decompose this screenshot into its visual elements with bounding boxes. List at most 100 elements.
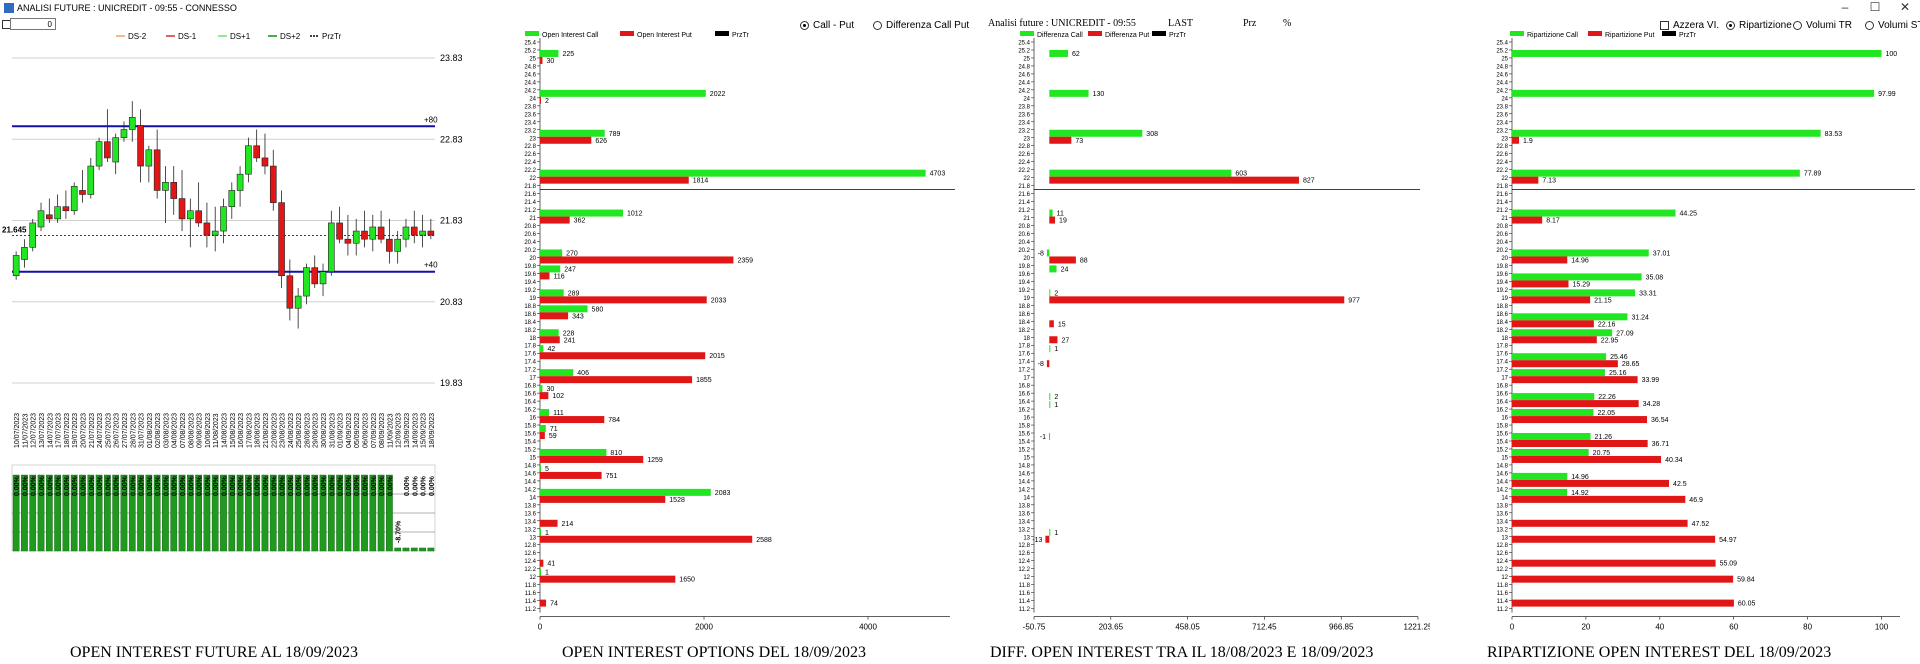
pct-bar — [178, 474, 186, 552]
strike-label: 23.2 — [1496, 128, 1508, 134]
number-field[interactable]: 0 — [10, 18, 56, 30]
call-value-label: 42 — [547, 346, 555, 353]
strike-label: 22.2 — [1018, 168, 1030, 174]
call-bar — [1512, 273, 1642, 281]
date-label: 18/08/2023 — [255, 413, 262, 448]
maximize-button[interactable]: ☐ — [1869, 0, 1881, 14]
strike-label: 20.2 — [1018, 248, 1030, 254]
strike-label: 14.6 — [524, 471, 536, 477]
date-label: 26/07/2023 — [114, 413, 121, 448]
date-label: 04/08/2023 — [172, 413, 179, 448]
candle-body — [187, 210, 194, 220]
pct-label: 0.00% — [205, 475, 212, 496]
strike-label: 20.8 — [1496, 224, 1508, 230]
put-value-label: 14.96 — [1571, 257, 1589, 264]
pct-label: 0.00% — [72, 475, 79, 496]
call-value-label: 25.16 — [1609, 370, 1627, 377]
strike-label: 20.6 — [524, 232, 536, 238]
minimize-button[interactable]: – — [1841, 0, 1849, 14]
put-bar — [1512, 575, 1734, 583]
strike-label: 19.6 — [1496, 272, 1508, 278]
strike-label: 17.6 — [1018, 352, 1030, 358]
strike-label: 16.2 — [524, 408, 536, 414]
call-value-label: 22.05 — [1597, 410, 1615, 417]
put-value-label: 116 — [554, 273, 565, 280]
strike-label: 20.2 — [1496, 248, 1508, 254]
date-label: 03/08/2023 — [163, 413, 170, 448]
put-value-label: 41 — [547, 561, 555, 568]
future-candlestick-chart: DS-2 DS-1 DS+1 DS+2 PrzTr 23.83 22.83 21.83 20.8… — [2, 32, 463, 552]
strike-label: 21 — [529, 216, 536, 222]
strike-label: 11.6 — [1497, 591, 1509, 597]
put-value-label: 1259 — [647, 457, 663, 464]
strike-label: 21.2 — [1018, 208, 1030, 214]
radio-call-put[interactable]: Call - Put — [800, 20, 854, 31]
radio-selected-icon — [1726, 21, 1735, 30]
pct-label: 0.00% — [163, 475, 170, 496]
call-value-label: 2083 — [715, 490, 731, 497]
put-bar — [540, 599, 547, 607]
strike-label: 17 — [1023, 376, 1030, 382]
pct-bar — [361, 474, 368, 552]
radio-volumi-st[interactable]: Volumi ST — [1865, 20, 1920, 31]
strike-label: 19.6 — [1018, 272, 1030, 278]
pct-bar — [286, 474, 294, 552]
pct-bar — [54, 474, 61, 552]
strike-label: 12.4 — [524, 559, 536, 565]
candle-body — [128, 117, 136, 130]
panel3-prz-label: Prz — [1243, 18, 1257, 29]
call-bar — [1049, 129, 1143, 137]
date-label: 14/09/2023 — [412, 413, 419, 448]
strike-label: 12.6 — [1018, 551, 1030, 557]
candle-body — [46, 214, 53, 220]
strike-label: 13 — [529, 535, 536, 541]
strike-label: 13 — [1501, 535, 1508, 541]
pct-bar — [402, 547, 410, 552]
call-value-label: 225 — [562, 51, 574, 58]
strike-label: 15.4 — [1018, 440, 1030, 446]
put-bar — [540, 56, 543, 64]
put-value-label: 40.34 — [1665, 457, 1683, 464]
candle-body — [352, 230, 360, 244]
call-value-label: 24 — [1061, 266, 1069, 273]
candle-body — [269, 165, 277, 203]
strike-label: 16.4 — [1496, 400, 1508, 406]
call-bar — [1512, 129, 1821, 137]
put-bar — [1049, 136, 1072, 144]
date-label: 10/08/2023 — [205, 413, 212, 448]
strike-label: 16.2 — [1018, 408, 1030, 414]
strike-label: 20.6 — [1018, 232, 1030, 238]
candle-body — [79, 190, 86, 195]
strike-label: 17 — [529, 376, 536, 382]
close-button[interactable]: ✕ — [1899, 0, 1911, 14]
call-value-label: 77.89 — [1804, 171, 1822, 178]
pct-bar — [211, 474, 219, 552]
strike-label: 18.6 — [1496, 312, 1508, 318]
strike-label: 17.2 — [1496, 368, 1508, 374]
strike-label: 22.4 — [1018, 160, 1030, 166]
radio-volumi-tr[interactable]: Volumi TR — [1793, 20, 1852, 31]
date-label: 25/08/2023 — [296, 413, 303, 448]
put-value-label: 88 — [1080, 257, 1088, 264]
candle-body — [178, 198, 186, 220]
call-bar — [540, 488, 711, 496]
x-tick-label: 0 — [1510, 623, 1515, 632]
call-bar — [1512, 472, 1568, 480]
pct-label: 0.00% — [255, 475, 262, 496]
panel3-last-label: LAST — [1168, 18, 1193, 29]
call-bar — [540, 409, 550, 417]
pct-label: 0.00% — [39, 475, 46, 496]
call-bar — [1512, 209, 1676, 217]
call-bar — [1049, 209, 1053, 217]
candle-body — [203, 222, 211, 236]
checkbox-azzera[interactable]: Azzera VI. — [1660, 20, 1719, 31]
put-value-label: 59 — [549, 433, 557, 440]
call-value-label: 35.08 — [1646, 274, 1664, 281]
strike-label: 18 — [529, 336, 536, 342]
strike-label: 21 — [1023, 216, 1030, 222]
call-value-label: 308 — [1146, 131, 1158, 138]
radio-diff-call-put[interactable]: Differenza Call Put — [873, 20, 969, 31]
strike-label: 22.8 — [1496, 144, 1508, 150]
call-bar — [540, 89, 706, 97]
radio-ripartizione[interactable]: Ripartizione — [1726, 20, 1792, 31]
